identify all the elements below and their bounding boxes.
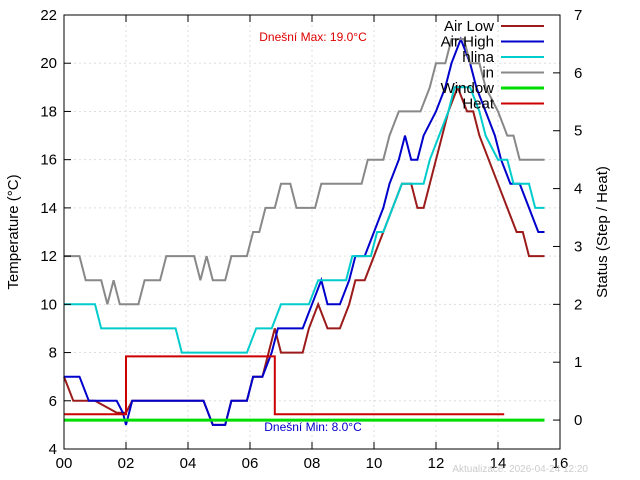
y-tick-label: 10 <box>40 296 57 313</box>
y2-tick-label: 0 <box>574 412 582 429</box>
update-timestamp: Aktualizace: 2026-04-24 12:20 <box>452 464 588 475</box>
y-tick-label: 8 <box>49 345 57 362</box>
legend-label: Window <box>441 80 495 97</box>
series-line-heat <box>64 355 505 416</box>
legend-label: Heat <box>462 96 495 113</box>
legend-label: hlina <box>462 49 494 66</box>
min-temp-label: Dnešní Min: 8.0°C <box>264 420 362 434</box>
x-tick-label: 10 <box>366 455 383 472</box>
series-line-hlina <box>64 86 545 354</box>
y2-tick-label: 6 <box>574 65 582 82</box>
y2-tick-label: 1 <box>574 354 582 371</box>
y-tick-label: 20 <box>40 55 57 72</box>
legend-label: Air High <box>441 34 494 51</box>
y-tick-label: 18 <box>40 103 57 120</box>
y-tick-label: 16 <box>40 152 57 169</box>
x-tick-label: 02 <box>118 455 135 472</box>
y-tick-label: 6 <box>49 393 57 410</box>
y-tick-label: 22 <box>40 7 57 24</box>
x-tick-label: 06 <box>242 455 259 472</box>
series-line-in <box>64 38 545 306</box>
y2-tick-label: 2 <box>574 296 582 313</box>
y2-tick-label: 7 <box>574 7 582 24</box>
x-tick-label: 16 <box>552 455 569 472</box>
x-tick-label: 14 <box>490 455 507 472</box>
y-tick-label: 14 <box>40 200 57 217</box>
y2-tick-label: 4 <box>574 181 582 198</box>
x-tick-label: 04 <box>180 455 197 472</box>
y2-tick-label: 5 <box>574 123 582 140</box>
series-layer <box>63 36 545 426</box>
x-axis-ticks: 00 02 04 06 08 10 12 14 16 <box>56 15 569 472</box>
y2-tick-label: 3 <box>574 238 582 255</box>
y-axis-label: Temperature (°C) <box>5 174 22 289</box>
y-tick-label: 4 <box>49 441 57 458</box>
x-tick-label: 00 <box>56 455 73 472</box>
y-axis-ticks: 4 6 8 10 12 14 16 18 20 22 <box>40 7 71 458</box>
x-tick-label: 12 <box>428 455 445 472</box>
y2-axis-label: Status (Step / Heat) <box>594 166 611 298</box>
legend-label: in <box>482 65 494 82</box>
y2-axis-ticks: 0 1 2 3 4 5 6 7 <box>553 7 582 429</box>
y-tick-label: 12 <box>40 248 57 265</box>
legend-label: Air Low <box>444 18 494 35</box>
x-tick-label: 08 <box>304 455 321 472</box>
max-temp-label: Dnešní Max: 19.0°C <box>259 30 367 44</box>
